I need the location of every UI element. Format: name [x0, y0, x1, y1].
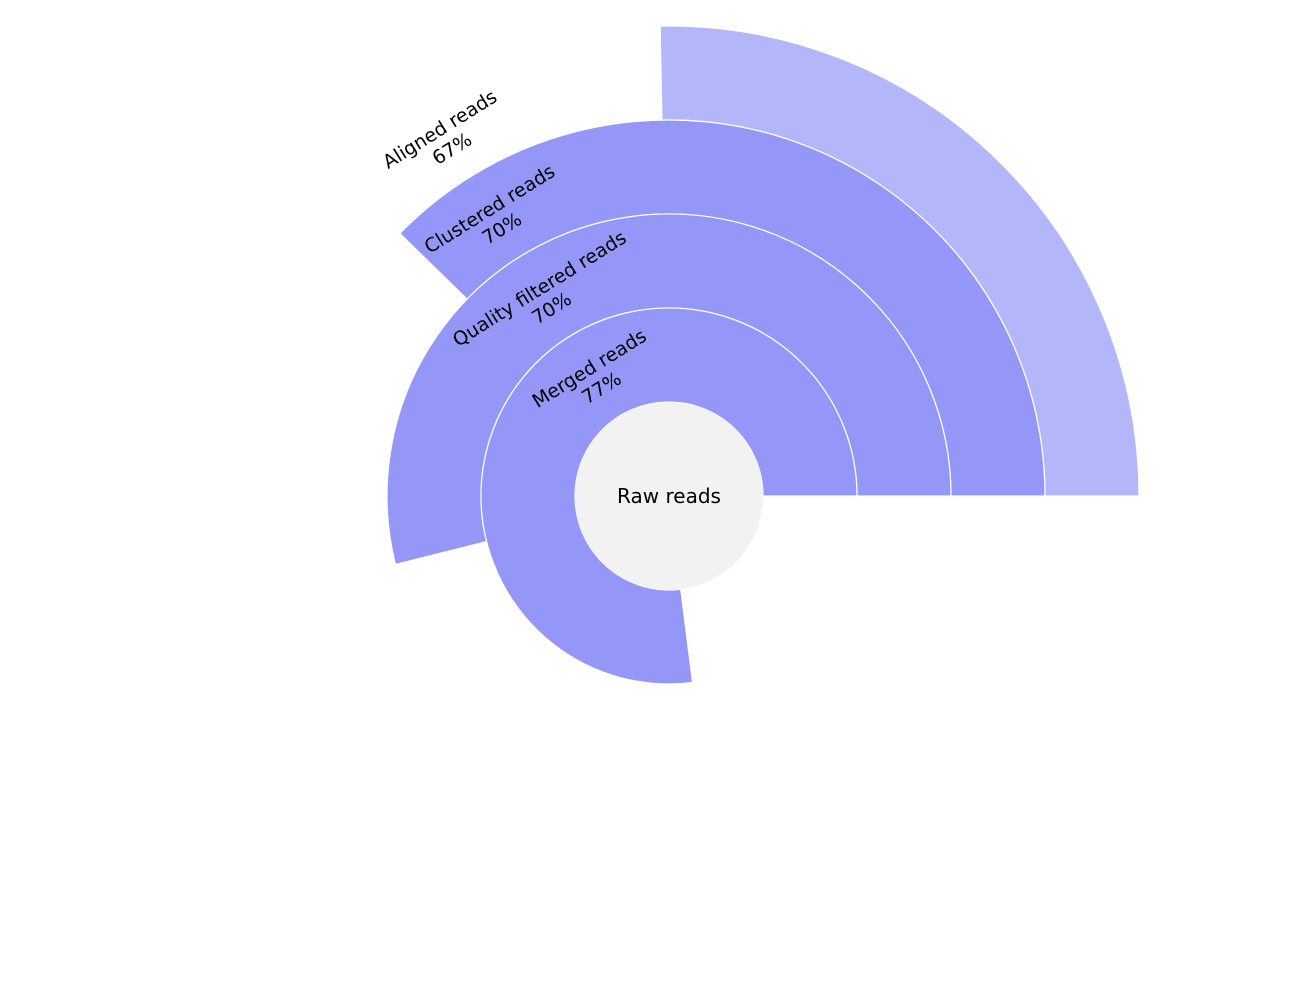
center-root-circle[interactable]	[575, 402, 763, 590]
center-root-label: Raw reads	[617, 484, 721, 508]
rings-group	[386, 25, 1140, 685]
